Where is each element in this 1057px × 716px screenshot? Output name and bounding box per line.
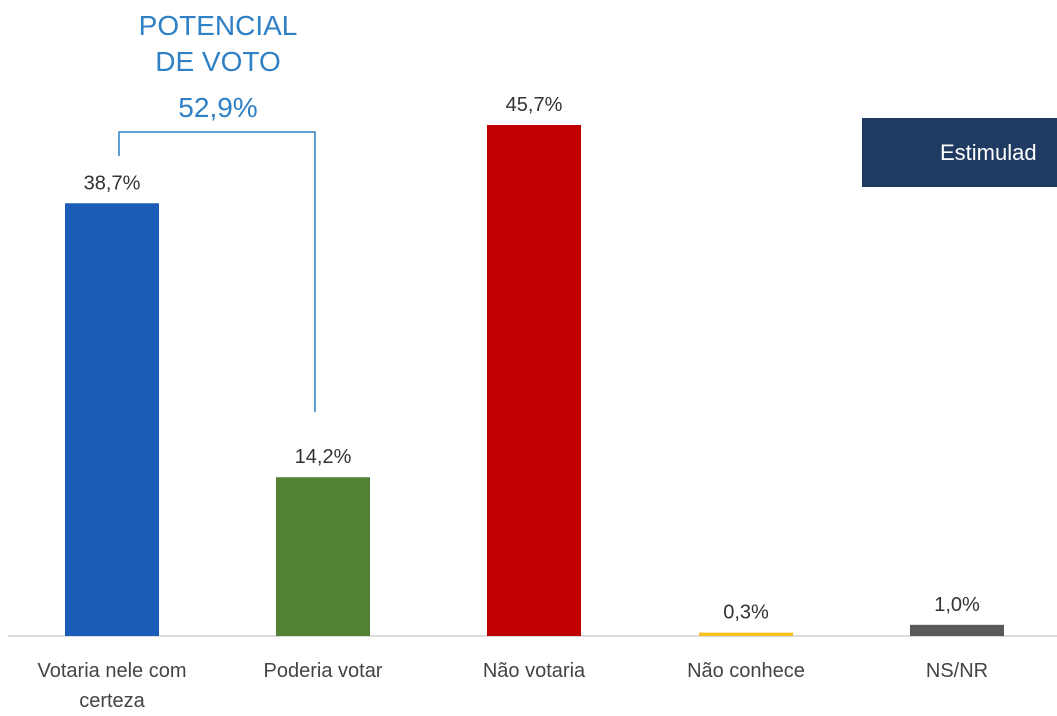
stimulated-badge-label: Estimulad xyxy=(940,140,1037,165)
bar-1 xyxy=(65,203,159,636)
bars-group xyxy=(65,125,1004,636)
category-label-3: Não votaria xyxy=(482,660,586,682)
value-label-1: 38,7% xyxy=(84,172,141,194)
category-label-5: NS/NR xyxy=(925,660,989,682)
category-label-4: Não conhece xyxy=(687,660,805,682)
bar-5 xyxy=(910,624,1004,636)
potential-title: POTENCIAL DE VOTO xyxy=(86,8,350,80)
stimulated-badge: Estimulad xyxy=(862,118,1057,187)
category-label-2: Poderia votar xyxy=(263,660,383,682)
value-label-3: 45,7% xyxy=(506,94,563,116)
category-label-1-line1: Votaria nele com xyxy=(37,660,187,682)
potential-bracket xyxy=(118,131,316,412)
category-label-1: Votaria nele com certeza xyxy=(12,656,212,716)
value-label-4: 0,3% xyxy=(723,602,769,624)
bar-3 xyxy=(487,125,581,636)
value-label-5: 1,0% xyxy=(934,594,980,616)
potential-value: 52,9% xyxy=(178,92,258,123)
potential-title-line2: DE VOTO xyxy=(155,46,281,77)
value-labels-group: 38,7% 14,2% 45,7% 0,3% 1,0% xyxy=(84,94,980,624)
value-label-2: 14,2% xyxy=(295,446,352,468)
category-label-1-line2: certeza xyxy=(79,690,145,712)
bar-4 xyxy=(699,632,793,636)
potential-title-line1: POTENCIAL xyxy=(138,10,298,41)
bar-2 xyxy=(276,477,370,636)
